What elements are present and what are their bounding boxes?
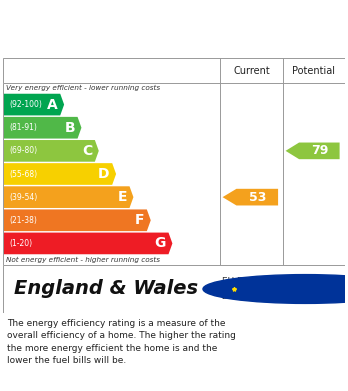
Text: Energy Efficiency Rating: Energy Efficiency Rating (10, 31, 239, 49)
Text: 53: 53 (248, 191, 266, 204)
Text: E: E (117, 190, 127, 204)
Text: (21-38): (21-38) (9, 216, 37, 225)
Text: The energy efficiency rating is a measure of the
overall efficiency of a home. T: The energy efficiency rating is a measur… (7, 319, 236, 365)
Polygon shape (286, 143, 340, 159)
Text: F: F (135, 213, 144, 227)
Text: (69-80): (69-80) (9, 146, 37, 155)
Text: (55-68): (55-68) (9, 170, 37, 179)
Text: Very energy efficient - lower running costs: Very energy efficient - lower running co… (6, 84, 160, 91)
Text: A: A (47, 98, 58, 111)
Text: (39-54): (39-54) (9, 193, 37, 202)
Polygon shape (3, 186, 133, 208)
Text: (92-100): (92-100) (9, 100, 42, 109)
Polygon shape (3, 233, 172, 254)
Text: G: G (155, 237, 166, 250)
Text: C: C (82, 144, 92, 158)
Text: D: D (98, 167, 110, 181)
Text: 2002/91/EC: 2002/91/EC (222, 292, 274, 301)
Text: Potential: Potential (292, 66, 335, 75)
Polygon shape (3, 163, 116, 185)
Text: B: B (64, 121, 75, 135)
Text: Not energy efficient - higher running costs: Not energy efficient - higher running co… (6, 257, 160, 263)
Polygon shape (223, 189, 278, 205)
Circle shape (203, 274, 348, 303)
Polygon shape (3, 210, 151, 231)
Text: 79: 79 (311, 144, 328, 157)
Polygon shape (3, 140, 99, 162)
Polygon shape (3, 94, 64, 115)
Polygon shape (3, 117, 81, 138)
Text: Current: Current (233, 66, 270, 75)
Text: EU Directive: EU Directive (222, 277, 278, 286)
Text: England & Wales: England & Wales (14, 280, 198, 298)
Text: (81-91): (81-91) (9, 123, 37, 132)
Text: (1-20): (1-20) (9, 239, 32, 248)
